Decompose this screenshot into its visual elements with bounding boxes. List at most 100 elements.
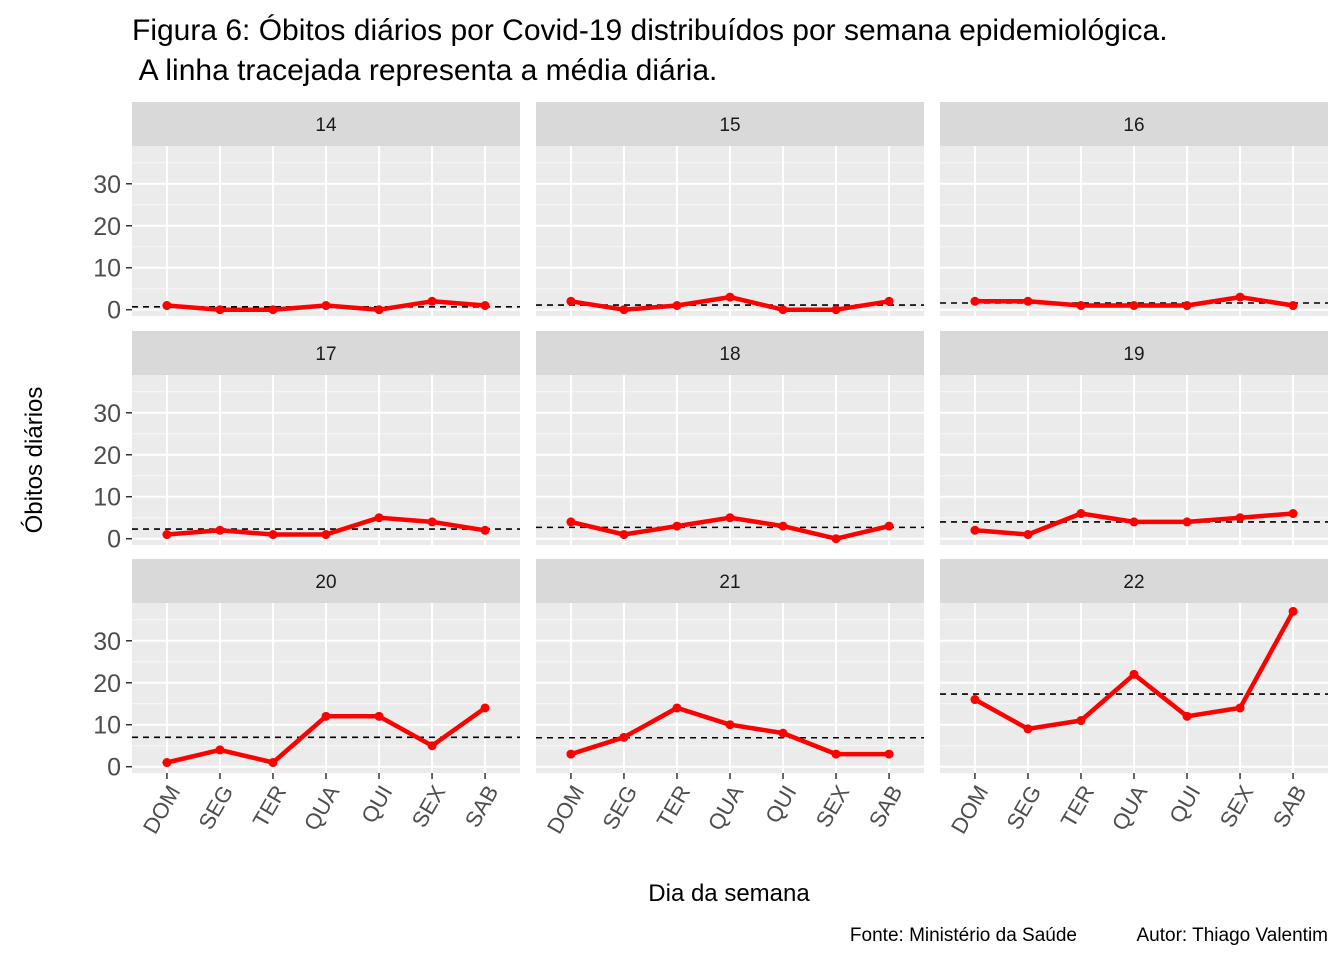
data-point	[831, 749, 841, 759]
data-point	[725, 292, 735, 302]
chart-title-line1: Figura 6: Óbitos diários por Covid-19 di…	[132, 14, 1168, 47]
facet-strip	[132, 102, 520, 146]
data-point	[1288, 606, 1298, 616]
facet-strip	[536, 102, 924, 146]
data-point	[374, 711, 384, 721]
x-tick-label: TER	[1056, 781, 1100, 832]
caption-source: Fonte: Ministério da Saúde	[850, 925, 1077, 946]
facet-week-19: 19	[940, 331, 1328, 545]
data-point	[427, 296, 437, 306]
facet-strip	[132, 331, 520, 375]
x-tick-label: SEX	[407, 781, 451, 832]
data-point	[1182, 301, 1192, 311]
facet-strip-label: 18	[719, 344, 740, 365]
data-point	[1235, 513, 1245, 523]
y-tick-label: 20	[93, 213, 121, 241]
data-point	[778, 521, 788, 531]
data-point	[970, 695, 980, 705]
data-point	[374, 513, 384, 523]
data-point	[215, 305, 225, 315]
x-tick-label: SEX	[811, 781, 855, 832]
x-tick-label: TER	[652, 781, 696, 832]
data-point	[215, 525, 225, 535]
data-point	[831, 534, 841, 544]
y-tick-label: 0	[107, 297, 121, 325]
data-point	[1288, 301, 1298, 311]
y-tick-label: 0	[107, 754, 121, 782]
data-point	[1182, 517, 1192, 527]
facet-week-21: 21 DOM SEG TER QUA QUI SEX SAB	[536, 559, 924, 838]
data-point	[1129, 301, 1139, 311]
data-point	[1023, 530, 1033, 540]
data-point	[162, 530, 172, 540]
facet-strip-label: 22	[1123, 572, 1144, 593]
data-point	[1235, 292, 1245, 302]
facet-strip-label: 15	[719, 115, 740, 136]
x-axis-title: Dia da semana	[648, 880, 810, 907]
y-tick-label: 30	[93, 171, 121, 199]
facet-week-20: 20 0 10 20 30 DOM SEG TER QUA QUI SEX SAB	[93, 559, 520, 838]
data-point	[321, 711, 331, 721]
data-point	[427, 517, 437, 527]
data-point	[619, 530, 629, 540]
facet-week-22: 22 DOM SEG TER QUA QUI SEX SAB	[940, 559, 1328, 838]
data-point	[480, 703, 490, 713]
data-point	[427, 741, 437, 751]
data-point	[321, 530, 331, 540]
facet-week-17: 17 0 10 20 30	[93, 331, 520, 554]
data-point	[1076, 509, 1086, 519]
x-tick-label: TER	[248, 781, 292, 832]
data-point	[480, 525, 490, 535]
facet-week-15: 15	[536, 102, 924, 316]
facet-week-14: 14 0 10 20 30	[93, 102, 520, 325]
y-tick-label: 30	[93, 628, 121, 656]
facet-strip-label: 20	[315, 572, 336, 593]
data-point	[268, 530, 278, 540]
y-tick-label: 0	[107, 526, 121, 554]
x-tick-label: DOM	[138, 781, 185, 838]
data-point	[480, 301, 490, 311]
data-point	[619, 732, 629, 742]
y-tick-label: 20	[93, 442, 121, 470]
data-point	[1235, 703, 1245, 713]
y-tick-label: 10	[93, 255, 121, 283]
facet-strip	[940, 559, 1328, 603]
facet-strip	[536, 559, 924, 603]
facet-strip-label: 17	[315, 344, 336, 365]
data-point	[672, 703, 682, 713]
data-point	[566, 296, 576, 306]
data-point	[672, 521, 682, 531]
data-point	[970, 296, 980, 306]
data-point	[672, 301, 682, 311]
facet-strip	[132, 559, 520, 603]
facet-strip-label: 16	[1123, 115, 1144, 136]
x-tick-label: QUI	[356, 781, 397, 827]
x-tick-label: SEG	[1001, 781, 1046, 834]
data-point	[970, 525, 980, 535]
data-point	[884, 749, 894, 759]
data-point	[566, 749, 576, 759]
x-tick-label: SAB	[1268, 781, 1312, 832]
x-tick-label: DOM	[946, 781, 993, 838]
data-point	[1129, 669, 1139, 679]
data-point	[884, 521, 894, 531]
facet-strip	[536, 331, 924, 375]
data-point	[831, 305, 841, 315]
x-tick-label: SAB	[460, 781, 504, 832]
data-point	[884, 296, 894, 306]
data-point	[778, 728, 788, 738]
data-point	[321, 301, 331, 311]
facet-strip	[940, 331, 1328, 375]
y-tick-label: 30	[93, 400, 121, 428]
facet-week-18: 18	[536, 331, 924, 545]
caption-author: Autor: Thiago Valentim	[1136, 925, 1328, 946]
data-point	[725, 720, 735, 730]
chart-title-line2: A linha tracejada representa a média diá…	[132, 54, 717, 87]
y-tick-label: 10	[93, 712, 121, 740]
data-point	[1023, 296, 1033, 306]
data-point	[374, 305, 384, 315]
facet-strip-label: 21	[719, 572, 740, 593]
data-point	[1076, 716, 1086, 726]
data-point	[1182, 711, 1192, 721]
